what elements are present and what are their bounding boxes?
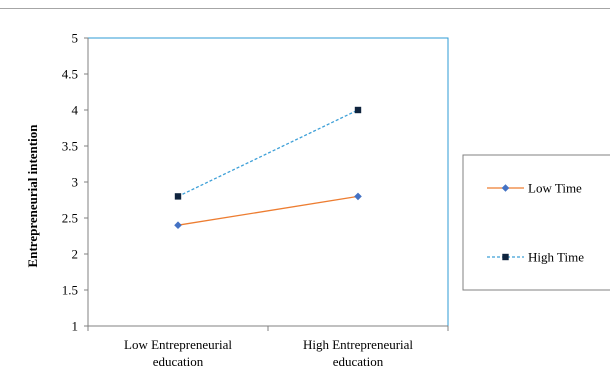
y-tick-label: 4: [72, 103, 79, 118]
legend-marker: [502, 253, 509, 261]
y-tick-label: 1.5: [62, 283, 78, 298]
series-line: [177, 195, 359, 226]
plot-area-frame: [87, 37, 449, 327]
y-tick-label: 2.5: [62, 211, 78, 226]
series-layer: [174, 106, 362, 229]
legend-item: Low Time: [487, 181, 582, 196]
data-point-marker: [174, 193, 182, 200]
data-point-marker: [354, 192, 362, 201]
series-high-time: [174, 106, 362, 200]
legend-marker: [501, 184, 510, 192]
x-tick-label: Low Entrepreneurial education: [124, 337, 232, 369]
y-tick-label: 3: [72, 175, 79, 190]
x-tick-label-line: education: [333, 354, 384, 369]
legend-label: Low Time: [528, 181, 582, 196]
x-tick-label-line: High Entrepreneurial: [303, 337, 413, 352]
y-tick-label: 4.5: [62, 67, 78, 82]
x-tick-label: High Entrepreneurial education: [303, 337, 413, 369]
y-tick-label: 5: [72, 31, 79, 46]
series-line: [177, 109, 359, 197]
y-axis-title: Entrepreneurial intention: [25, 124, 40, 268]
y-tick-label: 1: [72, 319, 79, 334]
legend-box: [462, 154, 610, 291]
y-tick-label: 2: [72, 247, 79, 262]
legend-label: High Time: [528, 250, 584, 265]
data-point-marker: [174, 221, 182, 229]
series-low-time: [174, 192, 362, 229]
y-axis-ticks: 1 1.5 2 2.5 3 3.5 4 4.5 5: [62, 31, 88, 334]
legend: Low Time High Time: [487, 181, 584, 265]
legend-item: High Time: [487, 250, 584, 265]
data-point-marker: [354, 106, 362, 114]
y-tick-label: 3.5: [62, 139, 78, 154]
x-tick-label-line: Low Entrepreneurial: [124, 337, 232, 352]
x-tick-label-line: education: [153, 354, 204, 369]
